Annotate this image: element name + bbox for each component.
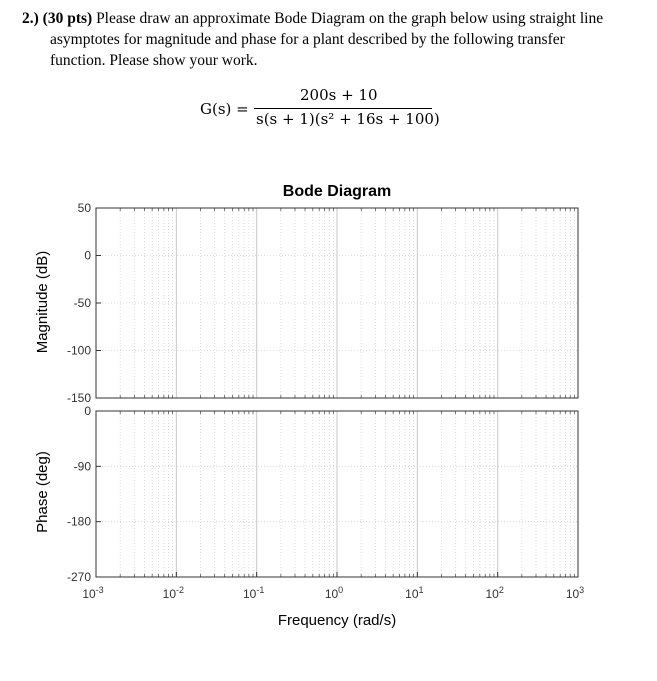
chart-title: Bode Diagram [283,183,391,200]
magnitude-y-tick-label: -150 [67,391,91,405]
x-tick-label: 10-1 [243,585,264,601]
phase-y-tick-label: -270 [67,570,91,584]
fraction-bar [254,108,432,109]
x-tick-label: 101 [405,585,423,601]
problem-points: (30 pts) [42,10,93,27]
x-tick-label: 10-2 [163,585,184,601]
x-tick-label: 10-3 [82,585,103,601]
x-tick-label: 100 [325,585,343,601]
phase-y-tick-label: -180 [67,515,91,529]
phase-y-tick-label: 0 [84,404,91,418]
problem-line-2: asymptotes for magnitude and phase for a… [50,31,565,48]
magnitude-y-tick-label: 50 [78,201,92,215]
transfer-function-lhs: G(s) = [200,100,249,118]
x-axis-label: Frequency (rad/s) [278,612,396,629]
problem-line-3: function. Please show your work. [50,52,258,69]
x-tick-label: 102 [485,585,503,601]
transfer-function-numerator: 200s + 10 [300,86,378,104]
problem-number: 2.) [22,10,39,27]
problem-statement: 2.) (30 pts) Please draw an approximate … [22,8,634,71]
magnitude-y-label: Magnitude (dB) [34,251,51,354]
magnitude-axes: 50 0 -50 -100 -150 [67,201,579,405]
magnitude-y-tick-label: -100 [67,344,91,358]
magnitude-y-tick-label: -50 [74,296,92,310]
magnitude-y-tick-label: 0 [84,249,91,263]
problem-line-1: Please draw an approximate Bode Diagram … [96,10,604,27]
phase-y-label: Phase (deg) [34,451,51,533]
x-tick-label: 103 [566,585,584,601]
transfer-function-denominator: s(s + 1)(s² + 16s + 100) [256,110,440,128]
phase-y-tick-label: -90 [74,459,92,473]
